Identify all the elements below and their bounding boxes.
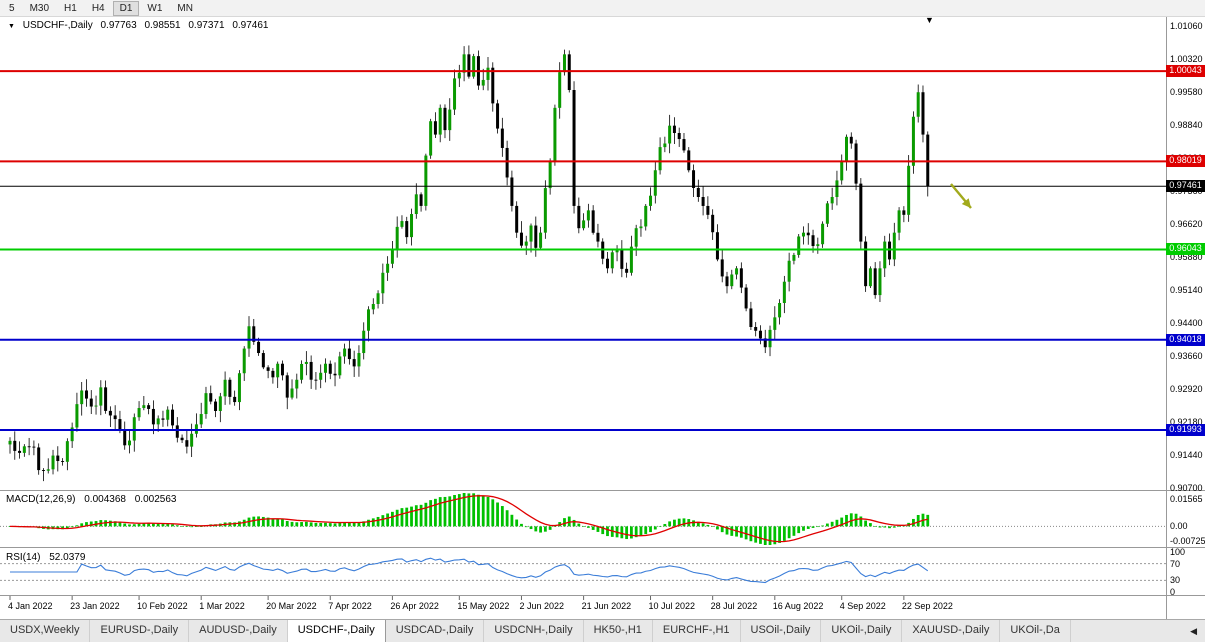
symbol-title: USDCHF-,Daily <box>22 20 93 31</box>
chart-tab-hk50-h1[interactable]: HK50-,H1 <box>584 620 653 642</box>
chart-canvas[interactable] <box>0 0 1205 619</box>
chart-header: ▼ USDCHF-,Daily 0.97763 0.98551 0.97371 … <box>8 20 273 31</box>
timeframe-button-h4[interactable]: H4 <box>91 2 105 14</box>
chart-tab-bar: USDX,Weekly EURUSD-,Daily AUDUSD-,Daily USD… <box>0 619 1205 642</box>
chart-tab-audusd-daily[interactable]: AUDUSD-,Daily <box>189 620 288 642</box>
rsi-header: RSI(14) 52.0379 <box>6 552 91 563</box>
timeframe-button-mn[interactable]: MN <box>177 2 193 14</box>
chart-object-marker-icon[interactable]: ▼ <box>925 15 934 25</box>
chart-expand-icon[interactable]: ▼ <box>8 23 15 30</box>
macd-signal-value: 0.002563 <box>134 494 177 505</box>
timeframe-button-m30[interactable]: M30 <box>29 2 50 14</box>
chart-tab-ukoil-da[interactable]: UKOil-,Da <box>1000 620 1071 642</box>
macd-main-value: 0.004368 <box>84 494 126 505</box>
ohlc-low: 0.97371 <box>188 20 225 31</box>
chart-tab-usoil-daily[interactable]: USOil-,Daily <box>741 620 822 642</box>
chart-tab-ukoil-daily[interactable]: UKOil-,Daily <box>821 620 903 642</box>
chart-tab-xauusd-daily[interactable]: XAUUSD-,Daily <box>902 620 1001 642</box>
ohlc-high: 0.98551 <box>144 20 181 31</box>
macd-header: MACD(12,26,9) 0.004368 0.002563 <box>6 494 182 505</box>
timeframe-button-5[interactable]: 5 <box>9 2 15 14</box>
macd-label: MACD(12,26,9) <box>6 494 76 505</box>
chart-tab-eurchf-h1[interactable]: EURCHF-,H1 <box>653 620 741 642</box>
chart-tab-usdcnh-daily[interactable]: USDCNH-,Daily <box>484 620 584 642</box>
chart-tab-eurusd-daily[interactable]: EURUSD-,Daily <box>90 620 190 642</box>
tab-scroll-left-icon[interactable]: ◀ <box>1190 626 1197 636</box>
arrow-annotation-head[interactable] <box>961 198 971 208</box>
ohlc-close: 0.97461 <box>232 20 269 31</box>
timeframe-toolbar: 5 M30 H1 H4 D1 W1 MN <box>0 0 1205 17</box>
chart-tab-usdx-weekly[interactable]: USDX,Weekly <box>0 620 91 642</box>
price-scale[interactable] <box>1166 16 1205 596</box>
chart-tab-usdcad-daily[interactable]: USDCAD-,Daily <box>386 620 485 642</box>
timeframe-button-h1[interactable]: H1 <box>64 2 77 14</box>
chart-tab-usdchf-daily[interactable]: USDCHF-,Daily <box>287 620 386 642</box>
timeframe-button-d1[interactable]: D1 <box>112 0 140 16</box>
rsi-value: 52.0379 <box>49 552 86 563</box>
rsi-label: RSI(14) <box>6 552 41 563</box>
time-scale[interactable] <box>0 596 1166 618</box>
ohlc-open: 0.97763 <box>100 20 137 31</box>
panel-splitter-macd[interactable] <box>0 489 1205 493</box>
timeframe-button-w1[interactable]: W1 <box>147 2 163 14</box>
panel-splitter-rsi[interactable] <box>0 546 1205 550</box>
